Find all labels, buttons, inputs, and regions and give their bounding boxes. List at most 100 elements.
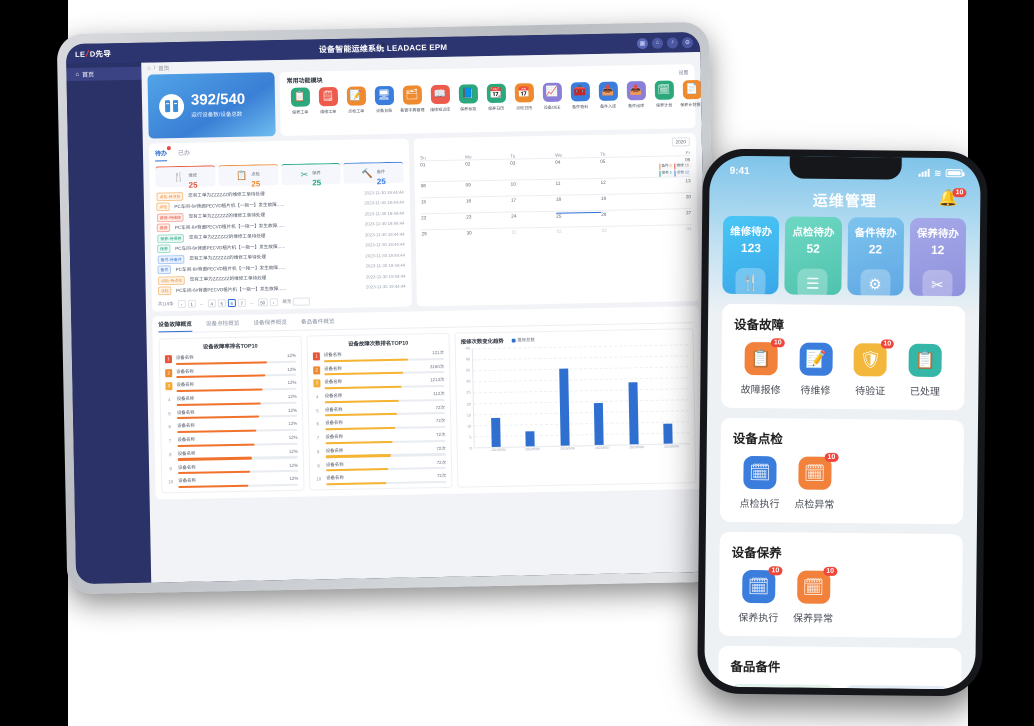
gear-icon[interactable]: ⚙ (681, 36, 694, 48)
phone-todo-tile[interactable]: 备件待办 22 ⚙ (846, 217, 904, 296)
function-item[interactable]: 🗂 备管字典管理 (399, 85, 426, 113)
calendar-day-cell[interactable]: 03 (601, 227, 646, 242)
calendar-day-cell[interactable]: 08 (421, 182, 466, 197)
calendar-day-cell[interactable]: 01 (420, 161, 465, 180)
function-item[interactable]: 📅 点检日历 (511, 83, 538, 111)
phone-todo-tile[interactable]: 维修待办 123 🍴 (722, 215, 780, 295)
todo-stat-box[interactable]: ✂ 保养 25 (280, 162, 341, 187)
function-item[interactable]: 📥 备件入库 (595, 81, 622, 109)
calendar-day-cell[interactable]: 22 (421, 214, 466, 229)
calendar-day-cell[interactable]: 29 (422, 230, 467, 245)
pagination-next[interactable]: › (269, 298, 278, 307)
calendar-day-cell[interactable]: 03 (510, 160, 555, 179)
function-item[interactable]: 📋 保养工单 (287, 87, 314, 115)
settings-link[interactable]: 设置 (678, 70, 689, 77)
overview-tab[interactable]: 设备保养概览 (253, 319, 288, 327)
chart-bar[interactable] (663, 423, 673, 444)
todo-stat-box[interactable]: 📋 点检 25 (217, 164, 279, 188)
function-item[interactable]: 🗓 保养计划 (651, 80, 678, 108)
calendar-day-cell[interactable]: 16 (466, 197, 511, 212)
pagination-jump-input[interactable] (293, 297, 311, 306)
tab-done[interactable]: 已办 (177, 150, 191, 158)
phone-todo-tile[interactable]: 保养待办 12 ✂ (909, 217, 967, 297)
calendar-day-cell[interactable]: 12 (601, 179, 646, 194)
calendar-day-cell[interactable]: 15 (421, 198, 466, 213)
pagination-page[interactable]: ··· (247, 298, 256, 307)
calendar-day-cell[interactable]: 26 (601, 211, 646, 226)
bell-icon[interactable]: ♪ (666, 36, 679, 49)
calendar-day-cell[interactable]: 09 (466, 181, 511, 196)
function-item[interactable]: 📈 设备OEE (539, 82, 566, 111)
calendar-day-cell[interactable]: 17 (511, 196, 556, 211)
pagination-page[interactable]: ··· (197, 299, 206, 308)
phone-scroll-area[interactable]: 维修待办 123 🍴 点检待办 52 ☰ 备件待办 22 ⚙ 保养待办 12 ✂ 设备… (704, 215, 980, 690)
calendar-day-cell[interactable]: 30 (467, 229, 512, 244)
section-item[interactable]: 🗓 10 点检异常 (787, 452, 842, 511)
home-icon[interactable]: ⌂ (651, 37, 664, 49)
calendar-day-cell[interactable]: 31 (512, 228, 557, 243)
chart-bar[interactable] (558, 368, 570, 446)
task-tag: 保养-待保养 (157, 233, 185, 244)
section-item[interactable]: 📋 10 故障报修 (733, 338, 788, 397)
spare-card[interactable]: 库存查询 备件实时库存 立即查看 🔍 (729, 683, 836, 690)
function-item[interactable]: 🧰 备件物料 (567, 82, 594, 110)
chart-bar[interactable] (525, 430, 535, 447)
calendar-day-cell[interactable]: 05 (600, 158, 645, 177)
pagination-prev[interactable]: ‹ (177, 299, 186, 309)
chart-bar[interactable] (628, 382, 639, 445)
section-item[interactable]: 🗓 点检执行 (732, 455, 787, 511)
overview-tab[interactable]: 设备点检概览 (205, 320, 240, 328)
rank-badge: 8 (168, 451, 172, 458)
chart-bar[interactable] (490, 418, 501, 448)
section-item[interactable]: 🛡 10 待验证 (843, 339, 898, 398)
calendar-day-cell[interactable]: 23 (466, 213, 511, 228)
function-item[interactable]: 🖥 设备台账 (371, 85, 398, 114)
calendar-day-cell[interactable]: 27 (646, 210, 691, 225)
notification-button[interactable]: 🔔 10 (938, 188, 967, 207)
calendar-day-cell[interactable]: 13 (646, 178, 691, 193)
pagination-page[interactable]: 50 (257, 298, 268, 307)
pagination-page[interactable]: 7 (237, 298, 246, 307)
spare-card[interactable]: 单据查询 10 入库单、出库单、借用单、报废单 立即查看 🔍 (843, 685, 950, 690)
section-item[interactable]: 🗓 10 保养异常 (786, 566, 841, 625)
function-item[interactable]: 📘 保养标准 (455, 84, 482, 112)
function-item[interactable]: 📤 备件出库 (623, 81, 650, 109)
todo-stat-box[interactable]: 🍴 维修 25 (155, 165, 216, 190)
section-item[interactable]: 📝 待维修 (788, 342, 843, 397)
calendar-day-cell[interactable]: 04 (555, 159, 600, 178)
pagination-page[interactable]: 4 (207, 299, 216, 308)
phone-todo-tile[interactable]: 点检待办 52 ☰ (784, 216, 842, 295)
calendar-day-cell[interactable]: 10 (511, 180, 556, 195)
pagination-page[interactable]: 1 (187, 299, 196, 308)
function-item[interactable]: 📄 保养计划管理 (679, 79, 706, 108)
function-item[interactable]: 📆 保养日历 (483, 83, 510, 112)
rank-bar-track (326, 466, 447, 472)
calendar-day-cell[interactable]: 18 (556, 195, 601, 210)
pagination-page[interactable]: 6 (227, 298, 236, 308)
overview-tab[interactable]: 设备故障概览 (158, 319, 192, 333)
grid-icon[interactable]: ▦ (636, 37, 649, 49)
chart-bar[interactable] (594, 403, 604, 446)
calendar-day-cell[interactable]: 02 (465, 161, 510, 180)
tab-pending[interactable]: 待办 (154, 146, 171, 162)
pagination-page[interactable]: 5 (217, 299, 226, 308)
calendar-day-cell[interactable]: 04 (646, 226, 691, 241)
calendar-day-cell[interactable]: 24 (511, 212, 556, 227)
overview-tab[interactable]: 备品备件概览 (300, 319, 335, 326)
sidebar-item-home[interactable]: ⌂ 首页 (66, 66, 142, 82)
section-item[interactable]: 🗓 10 保养执行 (731, 566, 786, 625)
calendar-day-cell[interactable]: 02 (557, 227, 602, 242)
calendar-day-cell[interactable]: 20 (646, 194, 691, 209)
calendar-day-cell[interactable]: 25 (556, 211, 602, 227)
calendar-day-cell[interactable]: 11 (556, 179, 601, 194)
function-item[interactable]: 📖 维修知识库 (427, 84, 454, 113)
section-item[interactable]: 📋 已处理 (898, 343, 953, 399)
calendar-day-cell[interactable]: 19 (601, 195, 646, 210)
calendar-day-number: 06 (685, 157, 691, 163)
year-select[interactable]: 2020 (671, 137, 690, 147)
calendar-day-cell[interactable]: 06 备件 5 维修 15 保养 5 点检 12 (645, 157, 691, 177)
todo-stat-box[interactable]: 🔨 备件 25 (343, 161, 404, 186)
x-tick-label: 2023/5/08 (629, 445, 645, 450)
function-item[interactable]: 🗒 维修工单 (315, 86, 342, 115)
function-item[interactable]: 📝 点检工单 (343, 86, 370, 114)
